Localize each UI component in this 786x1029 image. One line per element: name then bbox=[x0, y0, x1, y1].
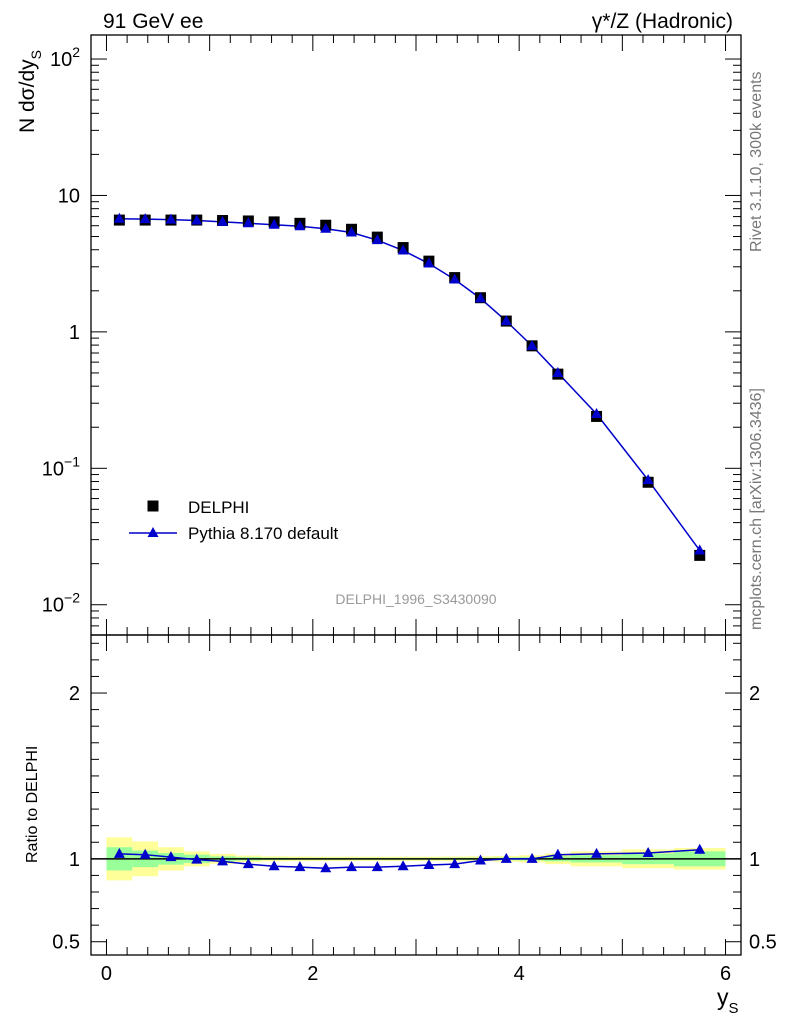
legend: DELPHI Pythia 8.170 default bbox=[129, 498, 339, 543]
ratio-pythia-point bbox=[371, 861, 383, 872]
ratio-pythia-point bbox=[591, 847, 603, 858]
ratio-y-tick-label-right: 1 bbox=[749, 849, 760, 871]
pythia-point bbox=[268, 218, 280, 229]
ratio-y-tick-label-right: 0.5 bbox=[749, 932, 777, 954]
ratio-pythia-point bbox=[217, 855, 229, 866]
main-watermark: DELPHI_1996_S3430090 bbox=[335, 591, 496, 607]
ratio-y-tick-label-right: 2 bbox=[749, 683, 760, 705]
ratio-plot-content bbox=[91, 837, 741, 881]
pythia-point bbox=[113, 212, 125, 223]
ratio-panel-frame bbox=[90, 634, 742, 956]
pythia-point bbox=[423, 257, 435, 268]
header-right-title: γ*/Z (Hadronic) bbox=[592, 10, 733, 33]
pythia-point bbox=[191, 214, 203, 225]
pythia-point bbox=[694, 544, 706, 555]
x-tick-label: 2 bbox=[307, 963, 318, 985]
pythia-point bbox=[242, 217, 254, 228]
pythia-point bbox=[371, 234, 383, 245]
ratio-pythia-point bbox=[268, 860, 280, 871]
main-panel: 10−2 10−1 1 10 102 DELPHI_1996_S3430090 N dσ… bbox=[16, 34, 742, 636]
pythia-point bbox=[320, 222, 332, 233]
ratio-pythia-point bbox=[449, 858, 461, 869]
main-y-axis-label: N dσ/dyS bbox=[16, 50, 44, 133]
ratio-x-axis-label: yS bbox=[717, 984, 739, 1017]
legend-pythia-marker bbox=[147, 527, 159, 537]
main-y-tick-label: 1 bbox=[69, 322, 80, 344]
ratio-pythia-point bbox=[423, 858, 435, 869]
pythia-point bbox=[552, 366, 564, 377]
main-panel-frame bbox=[90, 34, 742, 636]
pythia-point bbox=[474, 292, 486, 303]
pythia-point bbox=[642, 474, 654, 485]
ratio-pythia-point bbox=[474, 854, 486, 865]
ratio-axes: 0.5 0.5 1 1 2 2 0 2 4 6 bbox=[52, 635, 777, 985]
main-y-tick-label: 10−1 bbox=[42, 453, 80, 480]
ratio-pythia-point bbox=[526, 852, 538, 863]
ratio-pythia-point bbox=[320, 862, 332, 873]
main-plot-content bbox=[113, 212, 706, 561]
pythia-point bbox=[397, 244, 409, 255]
legend-delphi-marker bbox=[147, 500, 159, 512]
ratio-pythia-point bbox=[642, 847, 654, 858]
x-tick-label: 6 bbox=[720, 963, 731, 985]
ratio-pythia-point bbox=[694, 843, 706, 854]
pythia-point bbox=[591, 408, 603, 419]
ratio-pythia-point bbox=[500, 852, 512, 863]
ratio-pythia-point bbox=[165, 851, 177, 862]
ratio-pythia-point bbox=[191, 853, 203, 864]
legend-pythia-label: Pythia 8.170 default bbox=[188, 524, 339, 543]
pythia-point bbox=[217, 215, 229, 226]
pythia-point bbox=[294, 220, 306, 231]
ratio-y-tick-label: 0.5 bbox=[52, 932, 80, 954]
pythia-point bbox=[165, 213, 177, 224]
delphi-point bbox=[694, 549, 706, 561]
ratio-y-axis-label: Ratio to DELPHI bbox=[24, 746, 41, 863]
ratio-pythia-point bbox=[242, 858, 254, 869]
pythia-point bbox=[449, 273, 461, 284]
rivet-version-label: Rivet 3.1.10, 300k events bbox=[748, 71, 765, 252]
pythia-point bbox=[346, 226, 358, 237]
ratio-pythia-point bbox=[294, 861, 306, 872]
ratio-pythia-point bbox=[113, 847, 125, 858]
main-y-tick-label: 10 bbox=[58, 185, 80, 207]
mcplots-label: mcplots.cern.ch [arXiv:1306.3436] bbox=[748, 388, 765, 630]
ratio-pythia-point bbox=[397, 860, 409, 871]
pythia-point bbox=[526, 339, 538, 350]
ratio-pythia-point bbox=[552, 848, 564, 859]
legend-delphi-label: DELPHI bbox=[188, 498, 249, 517]
ratio-y-tick-label: 2 bbox=[69, 683, 80, 705]
main-axes: 10−2 10−1 1 10 102 bbox=[42, 35, 741, 636]
x-tick-label: 0 bbox=[101, 963, 112, 985]
ratio-pythia-point bbox=[346, 861, 358, 872]
main-y-tick-label: 102 bbox=[50, 44, 80, 71]
ratio-panel: 0.5 0.5 1 1 2 2 0 2 4 6 Ratio to DELPHI yS bbox=[24, 634, 777, 1017]
main-y-tick-label: 10−2 bbox=[42, 590, 80, 617]
x-tick-label: 4 bbox=[514, 963, 525, 985]
pythia-point bbox=[500, 315, 512, 326]
ratio-y-tick-label: 1 bbox=[69, 849, 80, 871]
pythia-point bbox=[139, 213, 151, 224]
ratio-pythia-point bbox=[139, 848, 151, 859]
header-left-title: 91 GeV ee bbox=[103, 10, 203, 33]
